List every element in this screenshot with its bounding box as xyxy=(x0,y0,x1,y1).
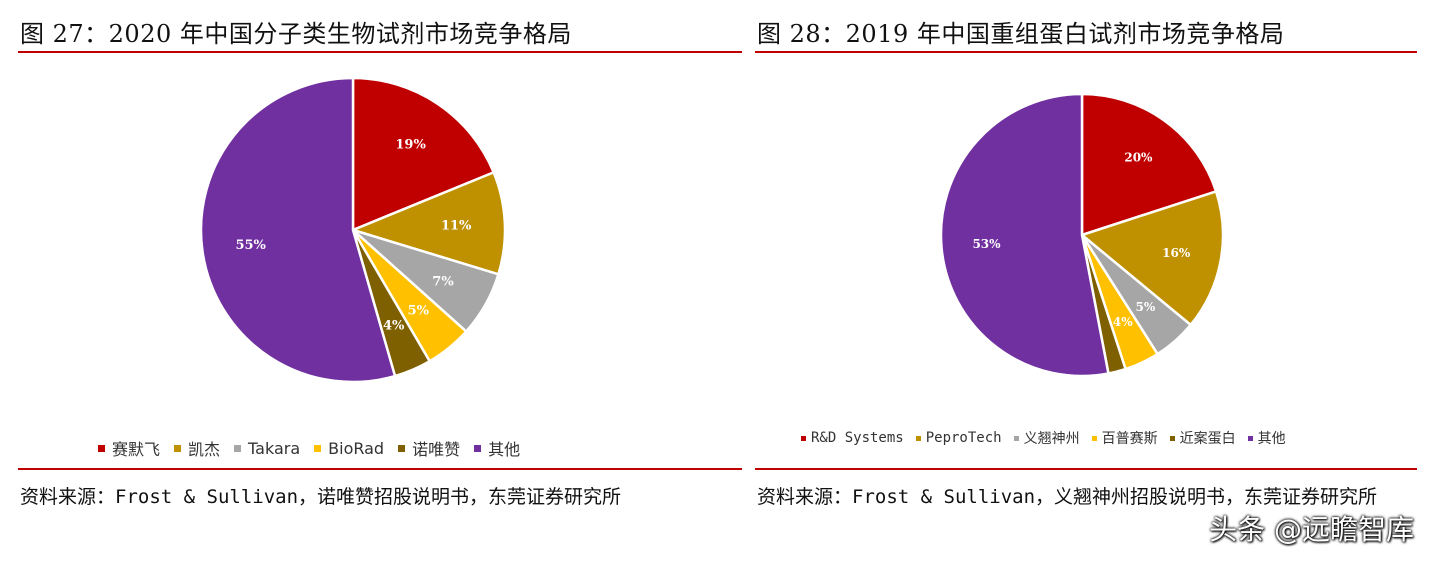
legend-label: Takara xyxy=(248,438,301,458)
pie-slice-1 xyxy=(351,171,507,276)
pie-data-label-2: 5% xyxy=(1136,300,1156,314)
title-rule-left xyxy=(18,51,742,53)
legend-swatch xyxy=(98,444,105,452)
legend-item-3: 百普赛斯 xyxy=(1091,428,1158,448)
source-rule-right xyxy=(755,468,1417,470)
pie-data-label-4: 4% xyxy=(383,319,405,334)
pie-chart-left: 19% 11% 7%5%4% 55% xyxy=(199,76,507,384)
legend-label: R&D Systems xyxy=(811,430,904,446)
legend-item-0: R&D Systems xyxy=(801,430,904,446)
pie-data-label-5: 53% xyxy=(972,237,1001,251)
legend-label: 百普赛斯 xyxy=(1101,431,1158,447)
pie-data-label-3: 5% xyxy=(408,304,430,319)
legend-item-5: 其他 xyxy=(474,436,520,460)
pie-data-label-1: 16% xyxy=(1162,246,1191,260)
legend-item-0: 赛默飞 xyxy=(98,436,160,460)
legend-label: 诺唯赞 xyxy=(412,440,461,459)
watermark: 头条 @远瞻智库 xyxy=(1209,513,1414,546)
legend-label: 近案蛋白 xyxy=(1179,431,1236,447)
legend-label: 凯杰 xyxy=(188,440,221,459)
pie-slice-1 xyxy=(1080,190,1225,327)
legend-label: 其他 xyxy=(1257,431,1286,447)
pie-slice-0 xyxy=(351,76,495,232)
legend-item-2: 义翘神州 xyxy=(1013,428,1080,448)
source-rule-left xyxy=(18,468,742,470)
pie-slice-0 xyxy=(1080,92,1218,237)
legend-swatch xyxy=(915,435,921,441)
pie-data-label-5: 55% xyxy=(235,238,266,253)
pie-data-label-0: 20% xyxy=(1124,151,1153,165)
pie-data-label-3: 4% xyxy=(1113,315,1133,329)
legend-swatch xyxy=(1247,435,1253,441)
legend-swatch xyxy=(398,444,406,452)
legend-swatch xyxy=(1013,435,1019,441)
legend-swatch xyxy=(474,444,482,452)
legend-swatch xyxy=(314,444,322,452)
legend-item-5: 其他 xyxy=(1247,428,1286,448)
pie-slice-5 xyxy=(199,76,397,384)
pie-slice-5 xyxy=(939,92,1110,378)
legend-right: R&D Systems PeproTech 义翘神州 百普赛斯 近案蛋白 其他 xyxy=(801,428,1298,448)
chart-title-left: 图 27：2020 年中国分子类生物试剂市场竞争格局 xyxy=(20,20,572,48)
title-rule-right xyxy=(755,51,1417,53)
legend-swatch xyxy=(234,444,242,452)
source-note-right: 资料来源：Frost & Sullivan，义翘神州招股说明书，东莞证券研究所 xyxy=(757,486,1378,508)
legend-item-4: 诺唯赞 xyxy=(398,436,460,460)
pie-chart-right: 20% 16% 5%4% 53% xyxy=(939,92,1225,378)
source-note-left: 资料来源：Frost & Sullivan，诺唯赞招股说明书，东莞证券研究所 xyxy=(20,486,622,508)
legend-item-1: 凯杰 xyxy=(174,436,220,460)
legend-item-2: Takara xyxy=(234,439,300,458)
legend-label: 其他 xyxy=(488,440,521,459)
legend-item-1: PeproTech xyxy=(915,430,1002,446)
legend-label: PeproTech xyxy=(925,430,1002,446)
legend-swatch xyxy=(1169,435,1175,441)
legend-item-4: 近案蛋白 xyxy=(1169,428,1236,448)
pie-data-label-1: 11% xyxy=(441,219,472,234)
legend-label: BioRad xyxy=(328,438,385,458)
legend-item-3: BioRad xyxy=(314,439,384,458)
chart-title-right: 图 28：2019 年中国重组蛋白试剂市场竞争格局 xyxy=(757,20,1285,48)
pie-data-label-2: 7% xyxy=(432,274,454,289)
legend-swatch xyxy=(801,435,806,441)
legend-swatch xyxy=(174,444,182,452)
legend-label: 义翘神州 xyxy=(1023,431,1080,447)
legend-swatch xyxy=(1091,435,1097,441)
legend-left: 赛默飞 凯杰 Takara BioRad 诺唯赞 其他 xyxy=(98,436,534,460)
legend-label: 赛默飞 xyxy=(112,440,161,459)
pie-data-label-0: 19% xyxy=(395,138,426,153)
